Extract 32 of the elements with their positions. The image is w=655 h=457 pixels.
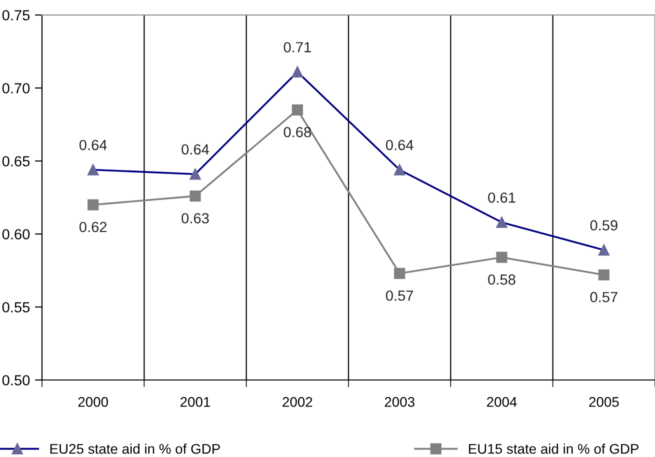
- point: [598, 269, 610, 280]
- y-tick-label: 0.55: [2, 302, 30, 312]
- point: [394, 268, 406, 279]
- x-tick-label: 2001: [180, 397, 210, 407]
- data-label: 0.71: [284, 42, 311, 52]
- data-label: 0.58: [488, 274, 516, 285]
- legend-label: EU25 state aid in % of GDP: [50, 444, 220, 454]
- data-label: 0.57: [590, 292, 618, 302]
- data-label: 0.62: [79, 222, 107, 232]
- point: [292, 104, 303, 116]
- x-tick-label: 2000: [78, 397, 108, 407]
- y-tick-label: 0.75: [2, 10, 30, 20]
- data-label: 0.57: [386, 290, 414, 301]
- y-tick-label: 0.50: [2, 375, 30, 386]
- data-label: 0.64: [182, 144, 210, 155]
- legend-label: EU15 state aid in % of GDP: [468, 444, 638, 454]
- data-label: 0.64: [79, 140, 107, 150]
- data-label: 0.61: [488, 192, 516, 203]
- data-label: 0.68: [284, 126, 311, 138]
- data-label: 0.64: [386, 140, 414, 150]
- y-tick-label: 0.70: [2, 83, 30, 94]
- point: [496, 252, 508, 263]
- y-tick-label: 0.60: [2, 229, 30, 240]
- x-tick-label: 2002: [282, 397, 312, 407]
- data-label: 0.63: [182, 213, 209, 224]
- x-tick-label: 2005: [589, 397, 619, 407]
- y-tick-label: 0.65: [2, 156, 30, 166]
- data-label: 0.59: [590, 220, 618, 231]
- x-tick-label: 2004: [487, 397, 517, 407]
- point: [190, 190, 201, 202]
- point: [88, 199, 99, 210]
- x-tick-label: 2003: [384, 397, 414, 407]
